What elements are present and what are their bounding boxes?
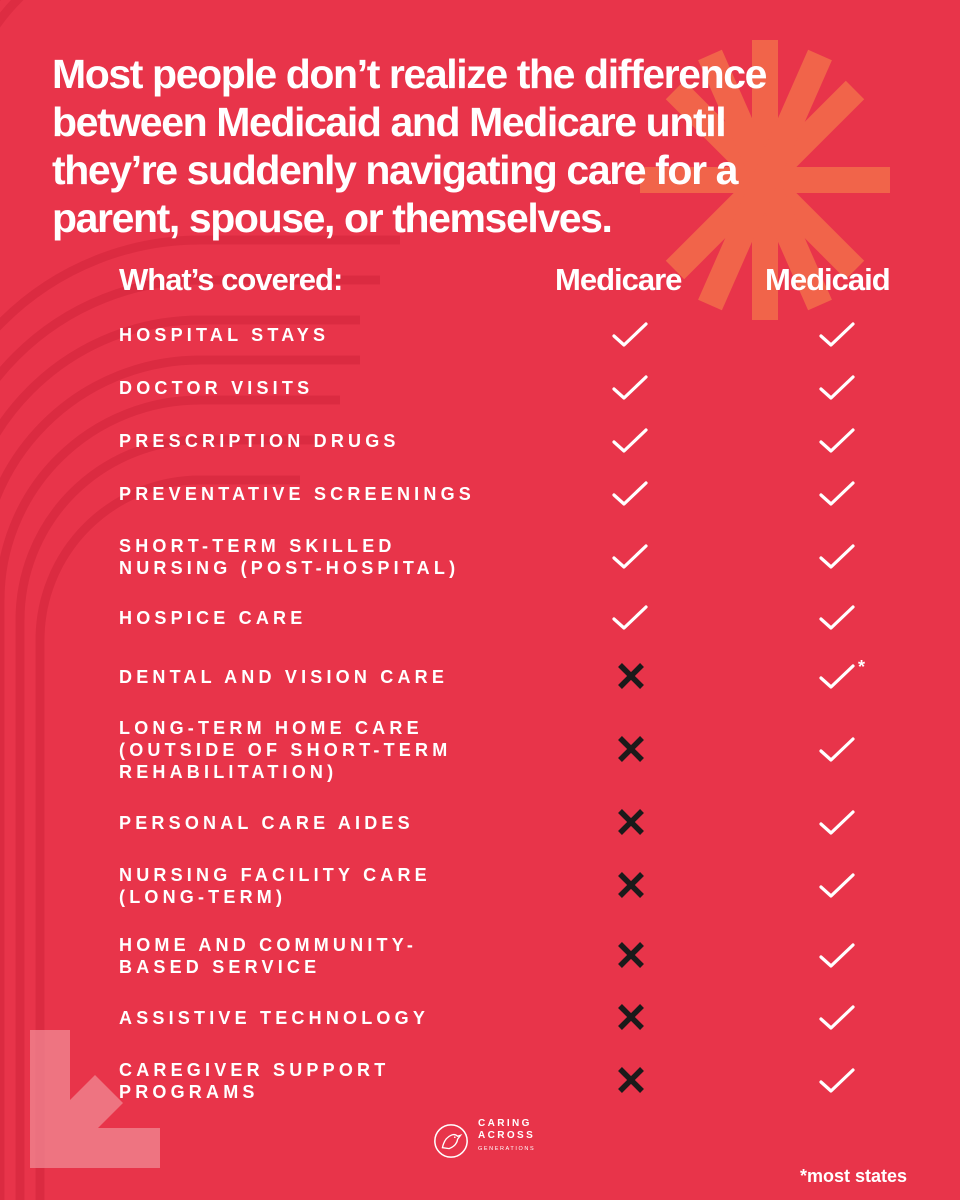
medicare-cross-icon — [618, 736, 644, 762]
coverage-row-label: CAREGIVER SUPPORT PROGRAMS — [119, 1059, 599, 1103]
medicare-check-icon — [612, 322, 648, 347]
coverage-row-label: PRESCRIPTION DRUGS — [119, 430, 599, 452]
medicare-cross-icon — [618, 1004, 644, 1030]
medicaid-check-icon — [819, 428, 855, 453]
coverage-row-label-line: HOSPITAL STAYS — [119, 325, 330, 345]
headline-line: Most people don’t realize the difference — [52, 51, 767, 97]
medicare-check-icon — [612, 605, 648, 630]
medicaid-check-icon — [819, 1005, 855, 1030]
coverage-row-label-line: DOCTOR VISITS — [119, 378, 314, 398]
headline-line: between Medicaid and Medicare until — [52, 99, 727, 145]
medicaid-column-header: Medicaid — [765, 262, 891, 297]
arrow-decoration-icon — [30, 1030, 160, 1168]
medicare-check-icon — [612, 544, 648, 569]
coverage-row-label-line: DENTAL AND VISION CARE — [119, 667, 449, 687]
coverage-row-label-line: SHORT-TERM SKILLED — [119, 536, 396, 556]
coverage-row-label-line: (LONG-TERM) — [119, 887, 287, 907]
logo-text-line2: ACROSS — [478, 1130, 536, 1141]
coverage-row-label: LONG-TERM HOME CARE (OUTSIDE OF SHORT-TER… — [119, 717, 599, 783]
most-states-asterisk: * — [858, 657, 866, 677]
coverage-row-label-line: LONG-TERM HOME CARE — [119, 718, 423, 738]
medicaid-check-icon — [819, 737, 855, 762]
medicare-check-icon — [612, 428, 648, 453]
starburst-icon — [640, 40, 890, 320]
coverage-row-label: PERSONAL CARE AIDES — [119, 812, 599, 834]
coverage-row-label: NURSING FACILITY CARE (LONG-TERM) — [119, 864, 599, 908]
medicaid-check-icon — [819, 605, 855, 630]
coverage-row-label-line: HOME AND COMMUNITY- — [119, 935, 418, 955]
medicare-cross-icon — [618, 663, 644, 689]
medicaid-check-icon — [819, 322, 855, 347]
medicare-check-icon — [612, 375, 648, 400]
coverage-row-label: DOCTOR VISITS — [119, 377, 599, 399]
arch-pattern — [0, 235, 400, 1200]
medicaid-check-icon — [819, 810, 855, 835]
coverage-row-label: HOME AND COMMUNITY- BASED SERVICE — [119, 934, 599, 978]
coverage-row-label-line: PRESCRIPTION DRUGS — [119, 431, 400, 451]
coverage-row-label-line: NURSING (POST-HOSPITAL) — [119, 558, 460, 578]
medicaid-check-icon — [819, 375, 855, 400]
coverage-row-label-line: BASED SERVICE — [119, 957, 321, 977]
coverage-row-label: ASSISTIVE TECHNOLOGY — [119, 1007, 599, 1029]
headline-line: parent, spouse, or themselves. — [52, 195, 613, 241]
coverage-row-label: HOSPITAL STAYS — [119, 324, 599, 346]
headline: Most people don’t realize the difference… — [52, 50, 932, 242]
medicaid-check-icon — [819, 544, 855, 569]
coverage-row-label-line: CAREGIVER SUPPORT — [119, 1060, 390, 1080]
coverage-row-label-line: HOSPICE CARE — [119, 608, 307, 628]
coverage-row-label-line: REHABILITATION) — [119, 762, 338, 782]
coverage-row-label-line: ASSISTIVE TECHNOLOGY — [119, 1008, 430, 1028]
coverage-row-label: SHORT-TERM SKILLED NURSING (POST-HOSPITAL… — [119, 535, 599, 579]
whats-covered-header: What’s covered: — [119, 262, 343, 297]
coverage-row-label-line: (OUTSIDE OF SHORT-TERM — [119, 740, 452, 760]
medicare-cross-icon — [618, 872, 644, 898]
logo-text-line1: CARING — [478, 1118, 532, 1129]
coverage-row-label-line: PROGRAMS — [119, 1082, 259, 1102]
bird-in-circle-icon — [434, 1124, 468, 1158]
medicaid-check-icon — [819, 943, 855, 968]
headline-line: they’re suddenly navigating care for a — [52, 147, 738, 193]
coverage-row-label-line: NURSING FACILITY CARE — [119, 865, 431, 885]
logo-text-line3: GENERATIONS — [478, 1146, 536, 1152]
medicare-cross-icon — [618, 809, 644, 835]
coverage-row-label-line: PREVENTATIVE SCREENINGS — [119, 484, 475, 504]
medicaid-check-icon — [819, 1068, 855, 1093]
medicaid-check-icon — [819, 481, 855, 506]
medicare-cross-icon — [618, 942, 644, 968]
medicaid-check-icon — [819, 873, 855, 898]
footnote: *most states — [800, 1166, 908, 1186]
medicare-check-icon — [612, 481, 648, 506]
medicare-cross-icon — [618, 1067, 644, 1093]
medicare-column-header: Medicare — [555, 262, 682, 297]
coverage-row-label: PREVENTATIVE SCREENINGS — [119, 483, 599, 505]
coverage-row-label: DENTAL AND VISION CARE — [119, 666, 599, 688]
coverage-row-label-line: PERSONAL CARE AIDES — [119, 813, 414, 833]
coverage-row-label: HOSPICE CARE — [119, 607, 599, 629]
medicaid-check-icon — [819, 664, 855, 689]
